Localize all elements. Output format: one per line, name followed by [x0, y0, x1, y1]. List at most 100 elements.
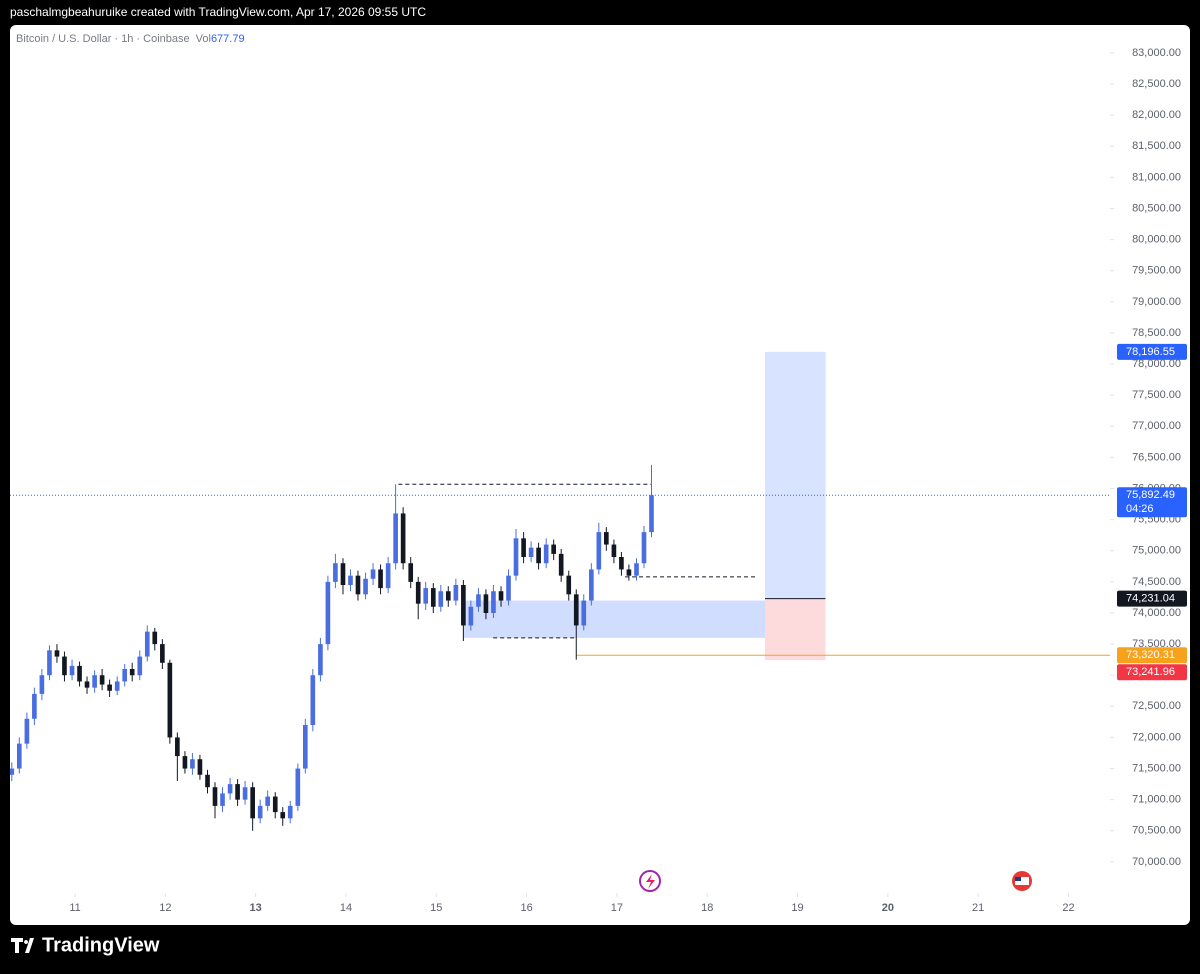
candle-body	[220, 793, 225, 806]
y-tick-label: 78,500.00	[1132, 327, 1181, 339]
x-tick-label: 17	[611, 902, 623, 914]
event-icon[interactable]	[1012, 871, 1032, 891]
candle-body	[430, 588, 436, 607]
candle-body	[54, 650, 60, 657]
candle-body	[551, 544, 557, 554]
y-tick-label: 80,500.00	[1132, 202, 1181, 214]
candle-body	[400, 513, 406, 564]
x-tick-label: 14	[340, 902, 352, 914]
candle-body	[649, 495, 654, 533]
y-tick-label: 73,500.00	[1132, 638, 1181, 650]
candle-body	[521, 538, 526, 557]
price-countdown: 04:26	[1126, 503, 1154, 515]
candle-body	[604, 532, 609, 545]
volume-value: 677.79	[211, 33, 245, 45]
candle-body	[190, 759, 195, 769]
candle-body	[295, 768, 301, 806]
candle-body	[468, 606, 474, 626]
x-tick-label: 18	[701, 902, 713, 914]
candle-body	[476, 594, 481, 607]
x-tick-label: 16	[520, 902, 532, 914]
candle-body	[596, 532, 602, 570]
candle-body	[461, 585, 466, 626]
footer-brand: TradingView	[42, 934, 160, 956]
candle-body	[24, 718, 30, 744]
y-tick-label: 76,500.00	[1132, 451, 1181, 463]
candle-body	[272, 796, 278, 813]
candle-body	[558, 553, 564, 576]
y-tick-label: 70,500.00	[1132, 825, 1181, 837]
price-badge-label: 73,241.96	[1126, 666, 1175, 678]
candle-body	[318, 644, 323, 676]
candle-body	[423, 588, 429, 604]
position-target	[765, 351, 826, 599]
candle-body	[302, 725, 308, 769]
y-tick-label: 80,000.00	[1132, 234, 1181, 246]
x-tick-label: 12	[159, 902, 171, 914]
candle-body	[498, 591, 504, 601]
y-tick-label: 72,500.00	[1132, 700, 1181, 712]
candle-body	[16, 743, 22, 769]
candle-body	[84, 681, 90, 688]
candle-body	[197, 759, 203, 775]
candle-body	[107, 684, 112, 691]
candle-body	[160, 644, 165, 663]
x-tick-label: 19	[791, 902, 803, 914]
candle-body	[573, 594, 579, 626]
x-tick-label: 15	[430, 902, 442, 914]
y-tick-label: 79,000.00	[1132, 296, 1181, 308]
candle-body	[77, 665, 82, 682]
logo	[11, 938, 34, 953]
candle-body	[491, 591, 496, 613]
y-tick-label: 82,000.00	[1132, 109, 1181, 121]
y-tick-label: 70,000.00	[1132, 856, 1181, 868]
x-tick-label: 11	[69, 902, 80, 914]
candle-body	[619, 557, 624, 570]
candle-body	[340, 563, 346, 585]
candle-body	[566, 575, 572, 595]
candle-body	[528, 547, 534, 557]
legend: Bitcoin / U.S. Dollar · 1h · Coinbase Vol…	[16, 33, 245, 45]
y-tick-label: 75,000.00	[1132, 545, 1181, 557]
candle-body	[175, 737, 180, 757]
candle-body	[227, 784, 233, 794]
y-tick-label: 81,500.00	[1132, 140, 1181, 152]
price-badge-label: 78,196.55	[1126, 346, 1175, 358]
ai-icon[interactable]	[639, 870, 661, 892]
candle-body	[348, 575, 353, 585]
candle-body	[144, 631, 150, 657]
candle-body	[257, 805, 263, 819]
candle-body	[114, 681, 120, 691]
candle-body	[235, 784, 240, 800]
x-tick-label: 13	[250, 902, 262, 914]
candle-body	[611, 544, 617, 557]
candle-body	[626, 569, 632, 576]
price-badge-label: 75,892.49	[1126, 489, 1175, 501]
candle-body	[39, 675, 45, 694]
candle-body	[212, 787, 218, 806]
chart-panel	[10, 25, 1190, 925]
candle-body	[242, 787, 248, 800]
x-tick-label: 21	[972, 902, 984, 914]
candle-body	[634, 563, 639, 576]
candle-body	[167, 662, 173, 738]
candle-body	[641, 532, 647, 564]
y-tick-label: 77,000.00	[1132, 420, 1181, 432]
candle-body	[137, 656, 143, 676]
candle-body	[589, 569, 594, 601]
price-badge	[1117, 343, 1187, 360]
y-tick-label: 81,000.00	[1132, 171, 1181, 183]
price-badge-label: 73,320.31	[1126, 649, 1175, 661]
candle-body	[445, 591, 451, 601]
axes: 70,000.00 70,500.00 71,000.00 71,500.00 72,0…	[69, 47, 1187, 914]
x-tick-label: 22	[1062, 902, 1074, 914]
candle-body	[393, 513, 398, 564]
candle-body	[69, 665, 75, 676]
candle-body	[385, 563, 391, 589]
y-tick-label: 79,500.00	[1132, 265, 1181, 277]
candle-body	[581, 600, 587, 626]
legend-title: Bitcoin / U.S. Dollar · 1h · Coinbase	[16, 33, 190, 45]
plot	[10, 351, 1110, 831]
